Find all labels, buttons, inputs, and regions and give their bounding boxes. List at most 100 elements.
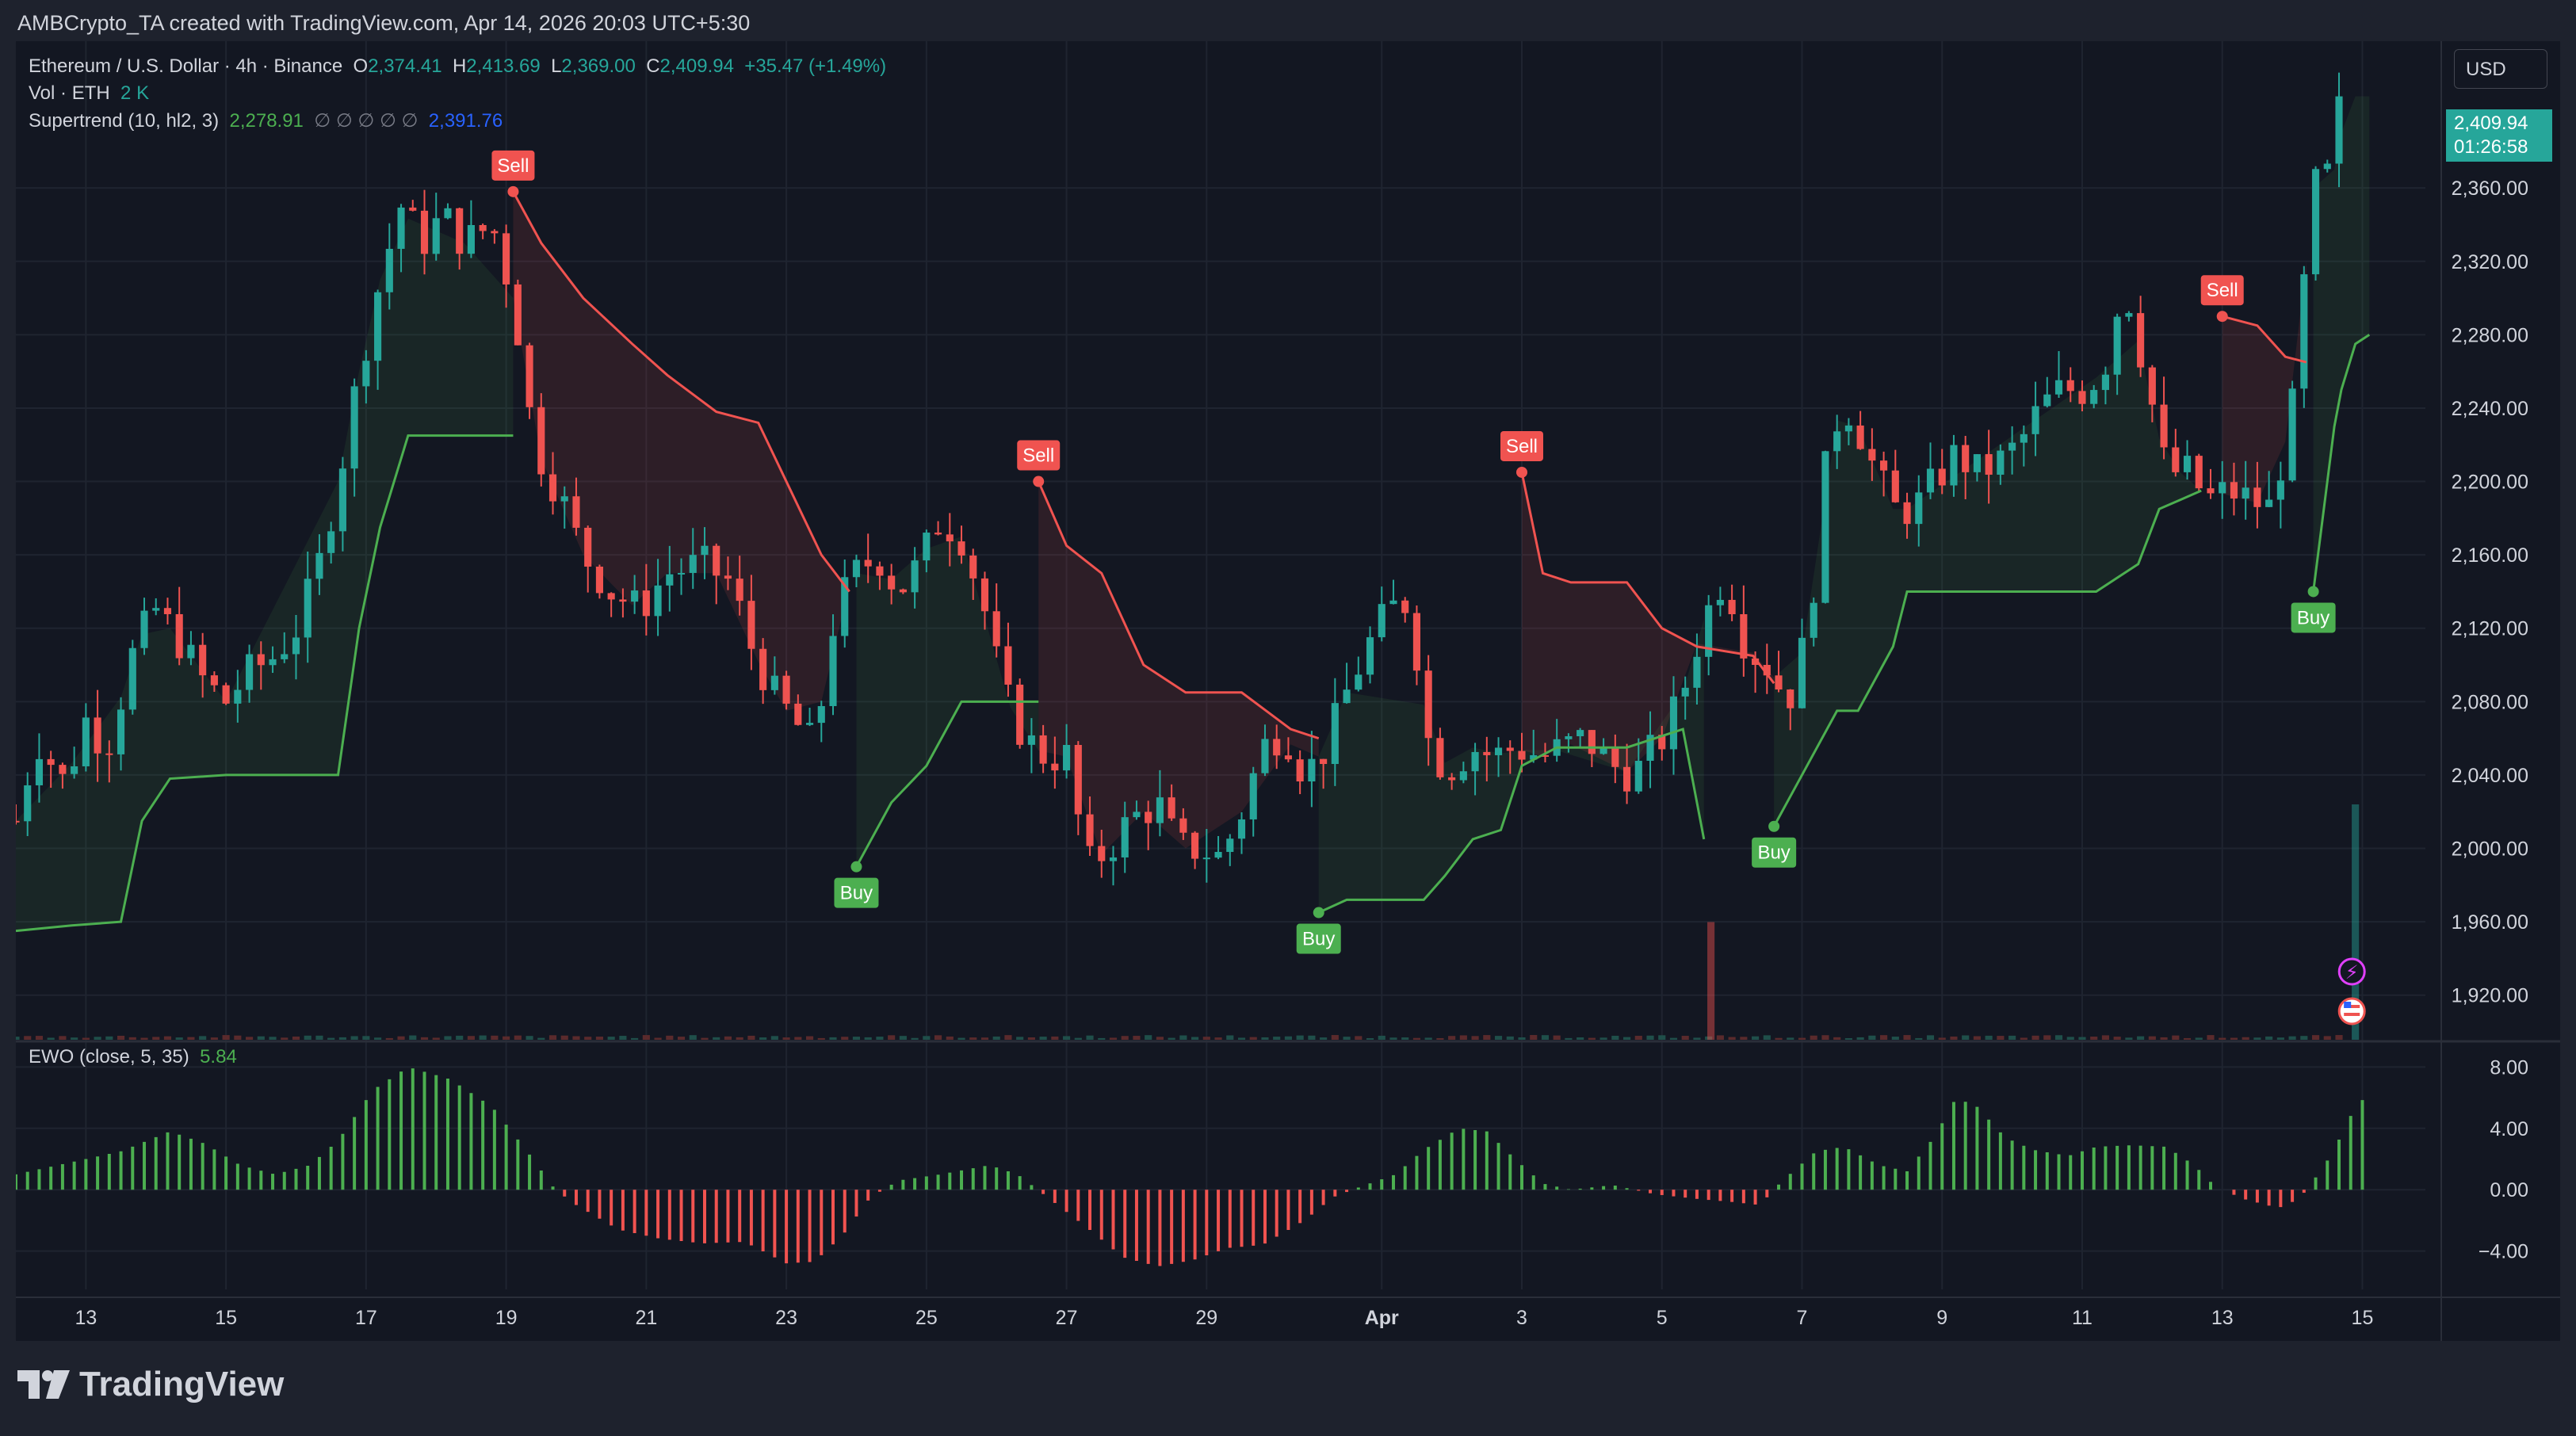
volume-bar <box>607 1037 615 1040</box>
volume-bar <box>1331 1035 1339 1040</box>
tradingview-logo[interactable]: TradingView <box>17 1365 284 1404</box>
candle-body <box>876 566 884 576</box>
volume-bar <box>1728 1037 1736 1040</box>
candle-body <box>560 496 568 502</box>
buy-label <box>2291 602 2336 633</box>
candle-body <box>491 231 499 234</box>
volume-bar <box>491 1035 499 1040</box>
volume-bar <box>631 1037 639 1040</box>
candle-body <box>980 578 989 612</box>
candle-body <box>829 636 837 706</box>
volume-bar <box>934 1035 942 1040</box>
candle-body <box>934 533 942 535</box>
ewo-tick-label: −4.00 <box>2479 1241 2528 1263</box>
volume-bar <box>1436 1037 1444 1040</box>
candle-body <box>420 210 429 254</box>
volume-bar <box>2008 1035 2016 1040</box>
supertrend-down-line <box>1520 472 1775 685</box>
volume-bar <box>1599 1037 1607 1040</box>
price-tick-label: 1,960.00 <box>2452 911 2528 934</box>
candle-body <box>1412 613 1421 671</box>
candle-body <box>1202 857 1210 860</box>
supertrend-fill <box>513 191 850 711</box>
tradingview-logo-icon <box>17 1370 70 1399</box>
buy-label-text: Buy <box>840 883 873 904</box>
volume-legend: Vol · ETH 2 K <box>29 82 149 105</box>
candle-body <box>969 555 977 579</box>
candle-body <box>82 717 90 766</box>
volume-bar <box>1962 1035 1970 1040</box>
candle-body <box>350 386 358 469</box>
volume-bar <box>1810 1035 1817 1040</box>
volume-bar <box>1973 1036 1981 1040</box>
candle-body <box>1506 747 1514 751</box>
buy-label-text: Buy <box>1757 842 1790 864</box>
volume-bar <box>1191 1037 1199 1040</box>
time-tick-label: 29 <box>1195 1307 1217 1329</box>
volume-bar <box>397 1036 405 1040</box>
price-tick-label: 2,200.00 <box>2452 472 2528 494</box>
volume-bar <box>654 1037 662 1040</box>
candle-body <box>1740 614 1748 659</box>
candle-body <box>2335 96 2343 164</box>
candle-body <box>503 233 510 285</box>
supertrend-down-line <box>2222 315 2307 364</box>
sell-label-text: Sell <box>497 155 529 177</box>
candle-body <box>1622 766 1631 792</box>
volume-bar <box>2148 1036 2156 1040</box>
candle-body <box>1191 832 1199 859</box>
candle-body <box>1249 773 1257 819</box>
volume-bar <box>1471 1036 1479 1040</box>
candle-body <box>1915 492 1923 525</box>
candle-body <box>2101 374 2109 391</box>
volume-bar <box>1483 1035 1491 1040</box>
candle-body <box>234 689 242 704</box>
supertrend-lines <box>16 191 2371 933</box>
volume-bar <box>432 1037 440 1040</box>
volume-bar <box>128 1037 136 1040</box>
volume-bar <box>514 1035 522 1040</box>
volume-bar <box>210 1037 218 1040</box>
candle-body <box>1985 454 1993 475</box>
candle-body <box>444 208 452 219</box>
volume-bar <box>420 1037 429 1040</box>
volume-bar <box>327 1037 335 1040</box>
chart-area[interactable] <box>16 41 2560 1341</box>
volume-bar <box>1378 1035 1385 1040</box>
candle-body <box>1004 646 1012 685</box>
candle-body <box>1343 689 1351 704</box>
price-tick-label: 2,000.00 <box>2452 838 2528 861</box>
candle-body <box>304 579 311 638</box>
ewo-tick-label: 4.00 <box>2490 1118 2528 1140</box>
candle-body <box>1436 738 1444 777</box>
candle-body <box>2020 433 2028 443</box>
volume-bar <box>1121 1036 1129 1040</box>
currency-button[interactable]: USD <box>2454 49 2547 89</box>
candle-body <box>1494 747 1503 755</box>
ewo-value: 5.84 <box>200 1046 237 1067</box>
candle-body <box>1366 637 1374 675</box>
candle-body <box>2276 480 2284 500</box>
volume-bar <box>1296 1035 1304 1040</box>
volume-bar <box>1903 1035 1911 1040</box>
sell-label <box>2200 275 2244 306</box>
sell-label <box>1500 430 1543 461</box>
buy-label <box>1296 923 1341 954</box>
candle-body <box>899 589 907 593</box>
signal-dot <box>2216 311 2228 323</box>
close-value: 2,409.94 <box>659 55 734 77</box>
candle-body <box>1424 670 1432 739</box>
volume-bar <box>1308 1035 1316 1040</box>
candle-body <box>1588 730 1596 754</box>
supertrend-up-line <box>1772 489 2202 827</box>
last-price: 2,409.94 <box>2454 113 2528 134</box>
candle-body <box>1962 445 1970 472</box>
volume-bar <box>1891 1037 1899 1040</box>
time-tick-label: 15 <box>215 1307 237 1329</box>
volume-bar <box>666 1035 674 1040</box>
grid-lines <box>16 41 2425 1289</box>
volume-bar <box>2020 1037 2028 1040</box>
candle-body <box>281 654 289 659</box>
volume-bar <box>2160 1037 2168 1040</box>
